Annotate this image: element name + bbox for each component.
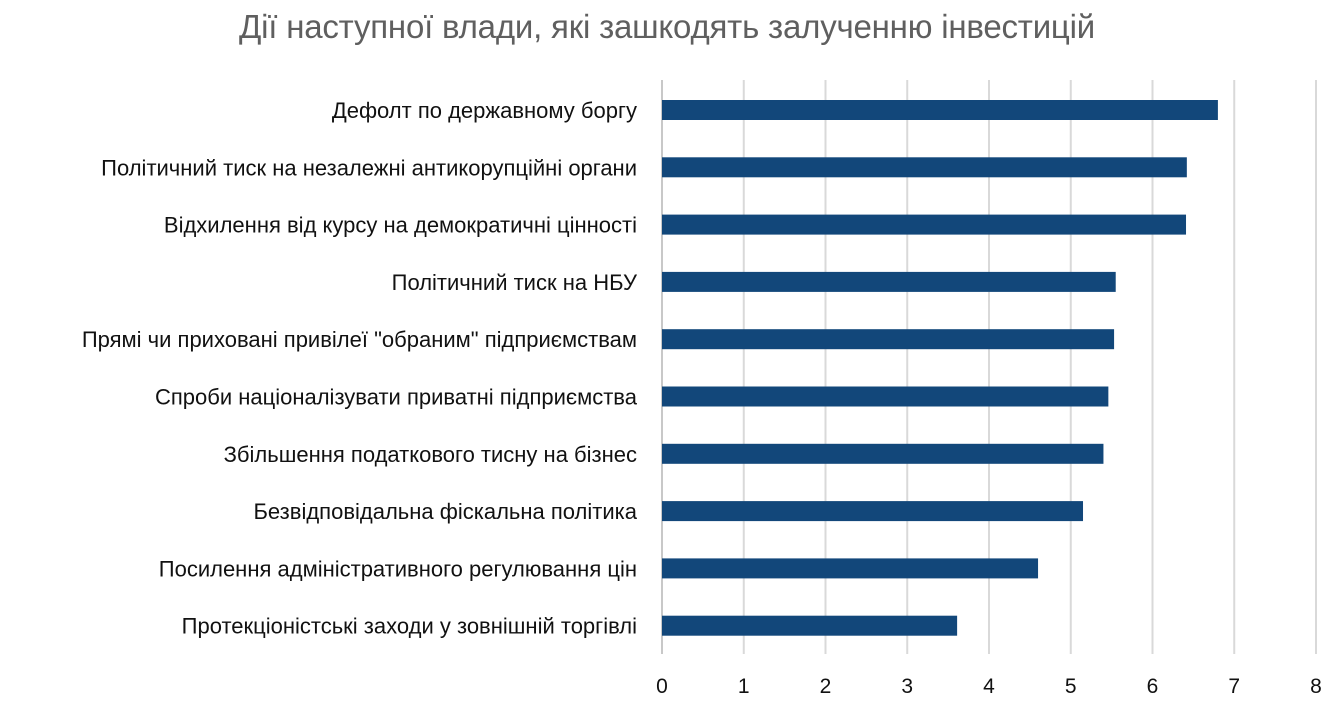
x-tick-label: 3: [901, 675, 913, 698]
x-tick-label: 4: [983, 675, 995, 698]
bar: [662, 558, 1039, 579]
bar: [662, 271, 1116, 292]
x-tick-labels: 0 1 2 3 4 5 6 7 8: [656, 675, 1322, 698]
bar: [662, 443, 1104, 464]
bar: [662, 214, 1187, 235]
category-label: Протекціоністські заходи у зовнішній тор…: [182, 614, 637, 639]
bar: [662, 386, 1109, 407]
category-label: Збільшення податкового тиснy на бізнес: [224, 442, 637, 467]
chart-title: Дії наступної влади, які зашкодять залуч…: [238, 8, 1095, 45]
bar: [662, 615, 958, 636]
category-label: Прямі чи приховані привілеї "обраним" пі…: [82, 327, 637, 352]
x-tick-label: 7: [1228, 675, 1240, 698]
x-tick-label: 2: [820, 675, 832, 698]
category-label: Дефолт по державному боргу: [332, 98, 637, 123]
x-tick-label: 8: [1310, 675, 1322, 698]
x-tick-label: 5: [1065, 675, 1077, 698]
bar: [662, 100, 1218, 120]
category-label: Безвідповідальна фіскальна політика: [253, 499, 637, 524]
category-label: Відхилення від курсу на демократичні цін…: [164, 213, 637, 238]
category-label: Політичний тиск на НБУ: [392, 270, 638, 295]
x-tick-label: 1: [738, 675, 750, 698]
bar: [662, 501, 1084, 522]
category-labels: Дефолт по державному боргу Політичний тис…: [82, 98, 638, 639]
category-label: Спроби націоналізувати приватні підприєм…: [155, 385, 638, 410]
bars: [662, 100, 1218, 636]
category-label: Посилення адміністративного регулювання …: [159, 556, 637, 581]
x-tick-label: 6: [1147, 675, 1159, 698]
category-label: Політичний тиск на незалежні антикорупці…: [101, 155, 637, 180]
bar: [662, 157, 1187, 178]
x-tick-label: 0: [656, 675, 668, 698]
bar: [662, 329, 1115, 350]
